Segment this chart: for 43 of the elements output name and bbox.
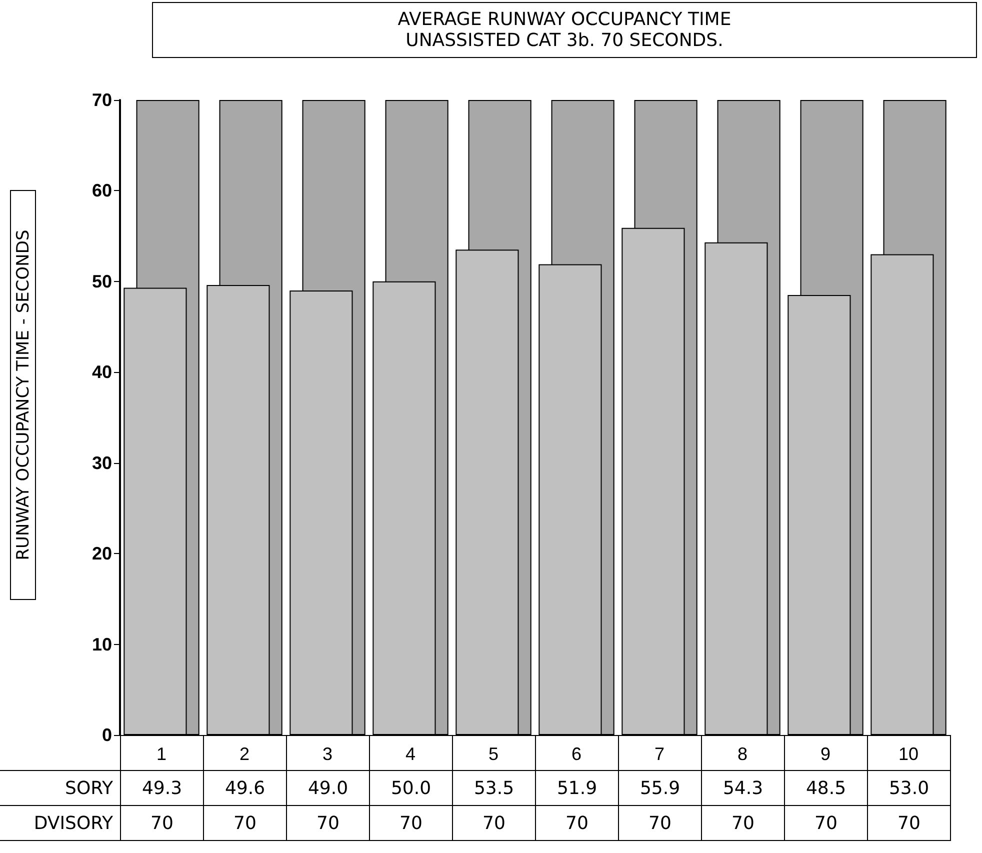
y-tick-label: 10	[92, 634, 112, 654]
data-label: 70	[618, 805, 702, 841]
chart-title: AVERAGE RUNWAY OCCUPANCY TIME	[396, 9, 732, 30]
data-label: 53.5	[452, 770, 536, 806]
data-label: 70	[784, 805, 868, 841]
data-label: 49.6	[203, 770, 287, 806]
y-tick-label: 0	[102, 725, 112, 745]
x-tick-label: 9	[820, 744, 831, 764]
x-tick-label: 5	[488, 744, 499, 764]
legend-label: SORY	[0, 770, 121, 806]
data-label: 70	[286, 805, 370, 841]
data-label: 70	[369, 805, 453, 841]
data-label: 55.9	[618, 770, 702, 806]
x-tick-label: 8	[737, 744, 748, 764]
data-label: 70	[867, 805, 951, 841]
x-tick-label: 10	[898, 744, 919, 764]
y-axis-title: RUNWAY OCCUPANCY TIME - SECONDS	[13, 230, 34, 560]
data-label: 70	[535, 805, 619, 841]
data-label: 54.3	[701, 770, 785, 806]
x-tick-label: 6	[571, 744, 582, 764]
data-label: 70	[120, 805, 204, 841]
data-label: 70	[203, 805, 287, 841]
data-label: 49.3	[120, 770, 204, 806]
x-tick-label: 4	[405, 744, 416, 764]
data-label: 50.0	[369, 770, 453, 806]
y-tick-label: 30	[92, 452, 112, 473]
chart-subtitle: UNASSISTED CAT 3b. 70 SECONDS.	[404, 30, 724, 51]
x-tick-label: 1	[156, 744, 167, 764]
data-label: 70	[452, 805, 536, 841]
data-label: 53.0	[867, 770, 951, 806]
y-tick-label: 40	[92, 362, 112, 382]
y-tick-label: 70	[92, 90, 112, 110]
legend-label: DVISORY	[0, 805, 121, 841]
y-tick-label: 60	[92, 180, 112, 201]
x-tick-label: 3	[322, 744, 333, 764]
y-tick-label: 20	[92, 544, 112, 564]
y-tick-label: 50	[92, 271, 112, 292]
data-label: 70	[701, 805, 785, 841]
data-label: 49.0	[286, 770, 370, 806]
data-label: 51.9	[535, 770, 619, 806]
data-label: 48.5	[784, 770, 868, 806]
x-tick-label: 7	[654, 744, 665, 764]
x-tick-label: 2	[239, 744, 250, 764]
